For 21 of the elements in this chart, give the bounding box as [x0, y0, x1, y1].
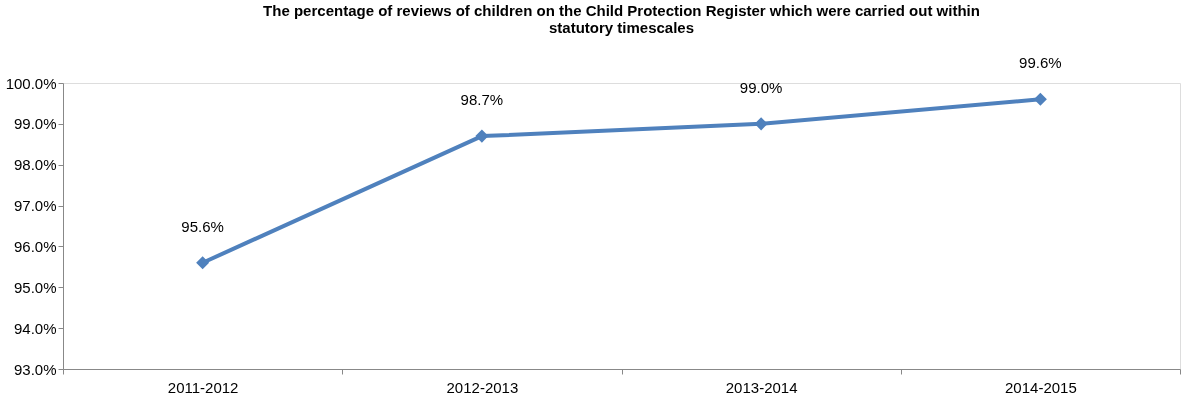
point — [754, 117, 768, 131]
data-label: 99.0% — [739, 78, 783, 96]
data-label: 99.6% — [1019, 54, 1062, 72]
data-label: 98.7% — [460, 91, 504, 109]
point — [475, 129, 489, 143]
x-tick-label: 2014-2015 — [1005, 378, 1077, 396]
chart-title: The percentage of reviews of children on the Child Protection Register which were carried out within statutory timescales — [263, 2, 980, 37]
y-tick-label: 99.0% — [13, 115, 57, 133]
data-label: 95.6% — [181, 217, 224, 235]
point — [196, 256, 210, 270]
y-tick-label: 93.0% — [13, 360, 57, 378]
x-tick-label: 2011-2012 — [167, 378, 239, 396]
y-tick-label: 95.0% — [13, 278, 57, 296]
y-tick-label: 100.0% — [5, 74, 57, 92]
point — [1033, 92, 1047, 106]
y-tick-label: 96.0% — [13, 237, 57, 255]
y-tick-label: 98.0% — [13, 156, 57, 174]
y-tick-label: 97.0% — [13, 197, 57, 215]
x-tick-label: 2012-2013 — [446, 378, 519, 396]
x-tick-label: 2013-2014 — [725, 378, 798, 396]
y-tick-label: 94.0% — [13, 319, 57, 337]
